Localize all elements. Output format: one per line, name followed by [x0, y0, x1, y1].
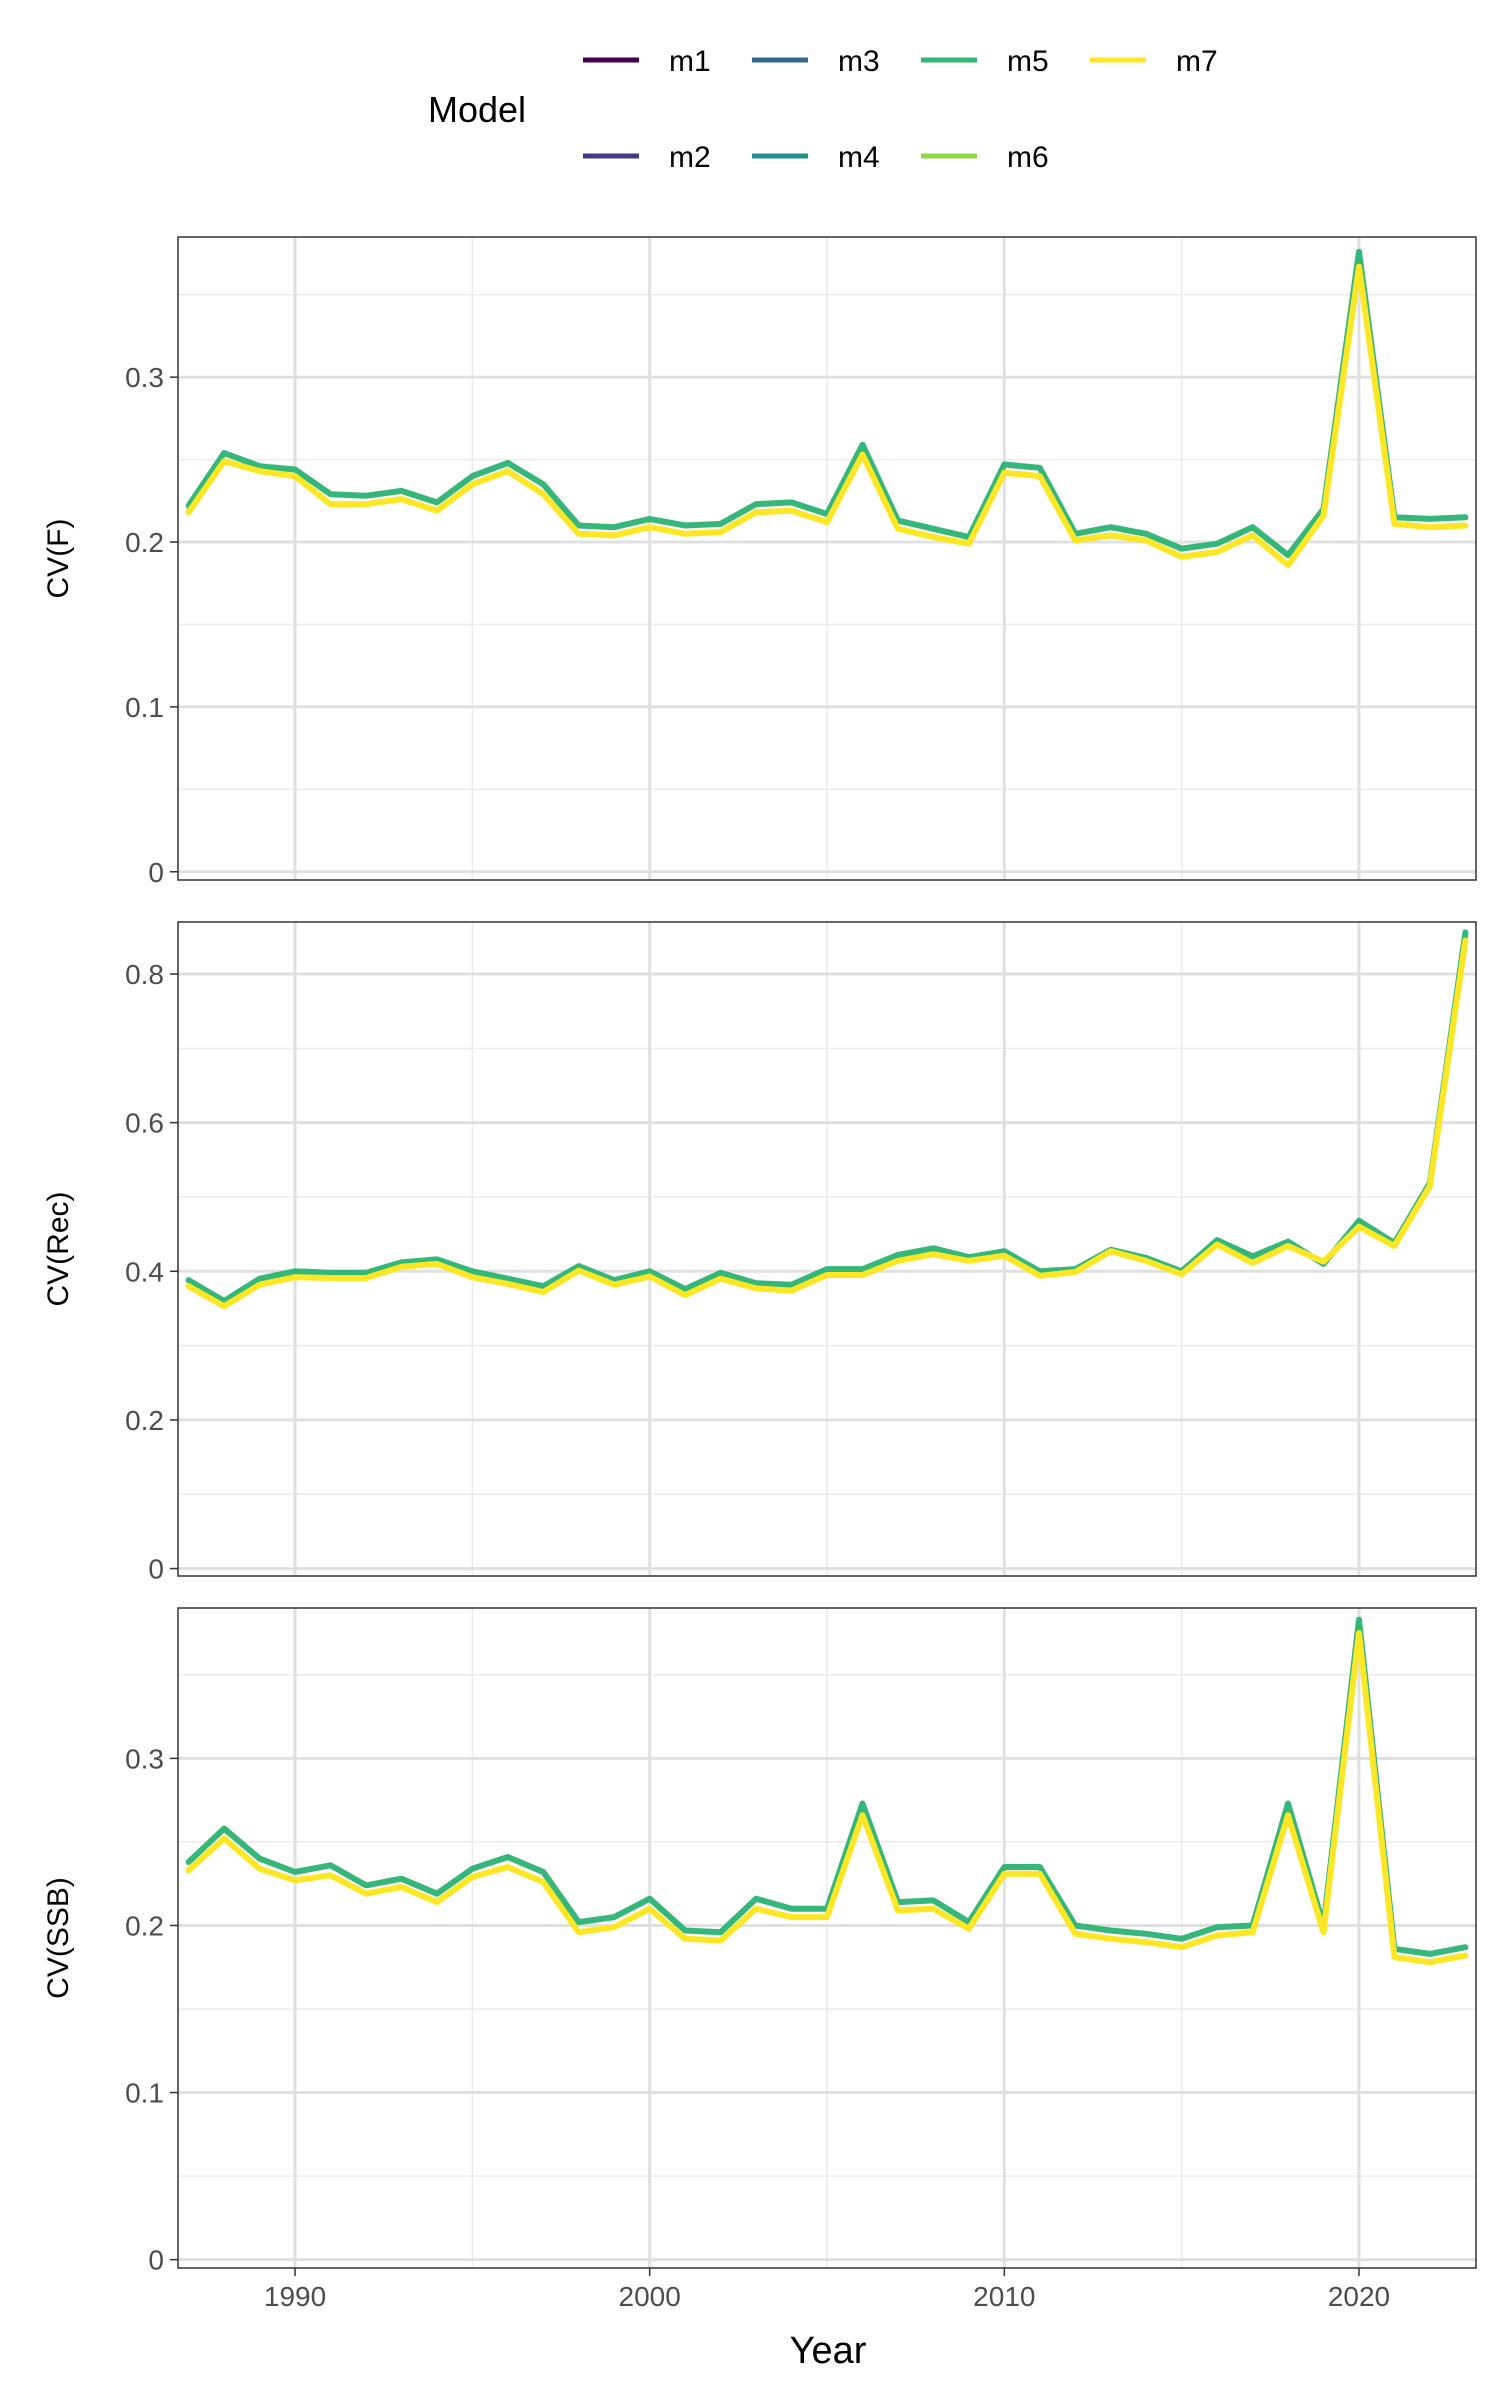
- series-line-m7: [185, 263, 1469, 569]
- legend-item-m2: m2: [583, 141, 711, 174]
- y-axis-title: CV(SSB): [42, 1877, 75, 1999]
- panels: 00.10.20.3CV(F)00.20.40.60.8CV(Rec)00.10…: [42, 236, 1477, 2276]
- panel-3: 0 0.1 0.2 0.3 CV(SSB): [42, 1607, 1477, 2276]
- x-tick-label: 2000: [619, 2281, 681, 2312]
- legend-label-m5: m5: [1007, 45, 1049, 78]
- legend-title: Model: [428, 89, 526, 130]
- series-line-m7: [185, 1630, 1469, 1966]
- panel-2: 0 0.2 0.4 0.6 0.8 CV(Rec): [42, 921, 1477, 1585]
- y-tick-label: 0: [148, 2245, 164, 2276]
- y-axis-title: CV(F): [42, 519, 75, 599]
- legend: Model m1 m2 m3 m4 m5 m6 m7: [428, 45, 1218, 174]
- legend-label-m7: m7: [1176, 45, 1218, 78]
- legend-label-m4: m4: [838, 141, 880, 174]
- y-tick-label: 0.3: [125, 1743, 164, 1774]
- x-tick-label: 2010: [973, 2281, 1035, 2312]
- series-line-m5: [185, 929, 1469, 1304]
- legend-item-m7: m7: [1090, 45, 1218, 78]
- y-tick-label: 0.2: [125, 527, 164, 558]
- y-tick-label: 0.3: [125, 362, 164, 393]
- legend-label-m1: m1: [669, 45, 711, 78]
- y-tick-label: 0.1: [125, 2078, 164, 2109]
- legend-item-m3: m3: [752, 45, 880, 78]
- x-axis-title: Year: [790, 2330, 867, 2372]
- y-tick-label: 0.4: [125, 1256, 164, 1287]
- y-tick-label: 0.1: [125, 692, 164, 723]
- panel-border: [177, 236, 1477, 881]
- y-tick-label: 0.2: [125, 1405, 164, 1436]
- panel-border: [177, 1607, 1477, 2269]
- y-tick-label: 0: [148, 857, 164, 888]
- legend-item-m4: m4: [752, 141, 880, 174]
- x-tick-label: 2020: [1328, 2281, 1390, 2312]
- legend-item-m6: m6: [921, 141, 1049, 174]
- panel-border: [177, 921, 1477, 1577]
- series-line-m7: [185, 937, 1469, 1310]
- legend-label-m3: m3: [838, 45, 880, 78]
- panel-1: 0 0.1 0.2 0.3 CV(F): [42, 236, 1477, 888]
- y-tick-label: 0: [148, 1554, 164, 1585]
- legend-item-m1: m1: [583, 45, 711, 78]
- y-tick-label: 0.8: [125, 959, 164, 990]
- x-axis: 1990 2000 2010 2020: [264, 2268, 1390, 2312]
- legend-label-m2: m2: [669, 141, 711, 174]
- legend-label-m6: m6: [1007, 141, 1049, 174]
- y-axis-title: CV(Rec): [42, 1191, 75, 1306]
- legend-item-m5: m5: [921, 45, 1049, 78]
- x-tick-label: 1990: [264, 2281, 326, 2312]
- y-tick-label: 0.2: [125, 1910, 164, 1941]
- series-line-m5: [185, 248, 1469, 559]
- y-tick-label: 0.6: [125, 1108, 164, 1139]
